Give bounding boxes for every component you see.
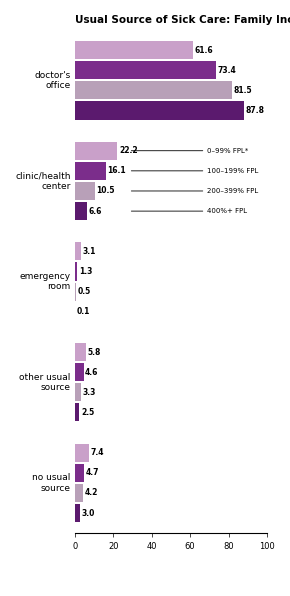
Text: 4.6: 4.6 [85,368,98,377]
Text: 87.8: 87.8 [245,106,264,115]
Bar [75,182,95,200]
Bar [75,41,193,59]
Text: 16.1: 16.1 [107,166,126,175]
Text: Usual Source of Sick Care: Family Income: Usual Source of Sick Care: Family Income [75,15,290,25]
Bar [75,443,89,462]
Text: 3.0: 3.0 [82,508,95,517]
Bar [75,81,231,100]
Text: 200–399% FPL: 200–399% FPL [206,188,258,194]
Bar [75,202,87,220]
Text: 0.1: 0.1 [76,308,90,316]
Bar [75,383,81,401]
Text: 3.1: 3.1 [82,247,95,256]
Bar [75,243,81,260]
Text: 73.4: 73.4 [218,66,236,74]
Text: 0–99% FPL*: 0–99% FPL* [206,148,248,154]
Text: 400%+ FPL: 400%+ FPL [206,208,246,214]
Text: 100–199% FPL: 100–199% FPL [206,168,258,174]
Bar [75,101,244,120]
Text: 4.7: 4.7 [85,468,99,477]
Text: 7.4: 7.4 [90,448,104,457]
Bar [75,363,84,381]
Text: 3.3: 3.3 [83,388,96,397]
Text: 2.5: 2.5 [81,408,94,417]
Text: 6.6: 6.6 [89,207,102,216]
Text: 81.5: 81.5 [233,86,252,95]
Bar [75,343,86,361]
Text: 61.6: 61.6 [195,45,213,55]
Bar [75,464,84,482]
Text: 22.2: 22.2 [119,146,137,155]
Text: 4.2: 4.2 [84,488,98,498]
Text: 10.5: 10.5 [96,187,115,195]
Bar [75,283,76,300]
Bar [75,61,216,79]
Text: 1.3: 1.3 [79,267,92,276]
Bar [75,504,80,522]
Text: 5.8: 5.8 [87,347,101,356]
Bar [75,484,83,502]
Text: 0.5: 0.5 [77,287,90,296]
Bar [75,162,106,180]
Bar [75,142,117,160]
Bar [75,403,79,421]
Bar [75,262,77,281]
